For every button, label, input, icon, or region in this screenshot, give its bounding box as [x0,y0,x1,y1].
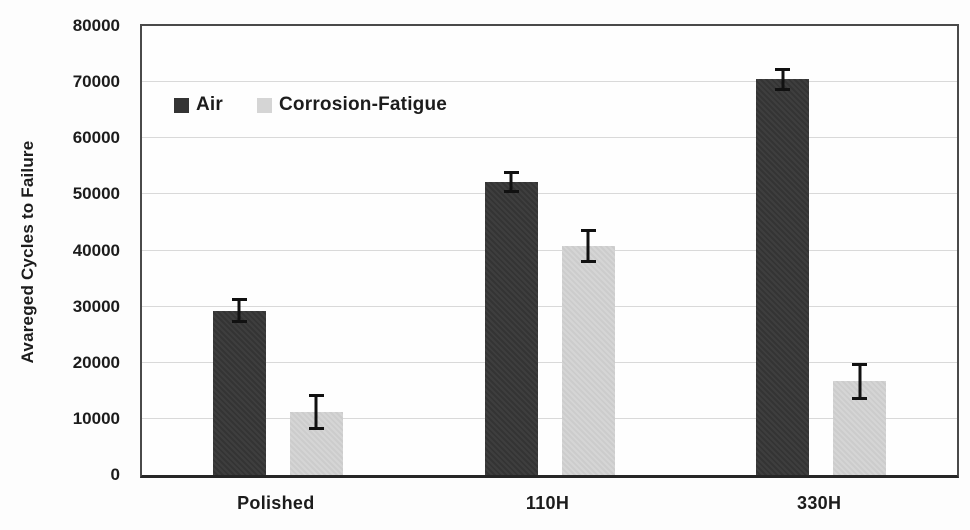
y-tick-40000: 40000 [72,240,120,260]
error-bar-air-110h [503,170,519,194]
legend-swatch-air-icon [174,97,189,113]
gridline-70000 [142,81,957,83]
legend-item-corrosion-fatigue: Corrosion-Fatigue [257,94,447,116]
x-label-330h: 330H [797,493,842,513]
y-tick-80000: 80000 [72,16,120,35]
gridline-20000 [142,361,957,363]
gridline-50000 [142,193,957,195]
bar-air-110h [484,182,538,475]
x-label-110h: 110H [525,493,570,513]
y-tick-0: 0 [110,465,120,484]
legend-item-air: Air [174,94,223,116]
bar-air-polished [212,311,266,475]
gridline-60000 [142,137,957,139]
legend-label-corrosion-fatigue: Corrosion-Fatigue [279,94,448,115]
legend-swatch-corrosion-fatigue-icon [257,97,272,113]
error-bar-corrosion-fatigue-330h [852,362,868,400]
y-tick-60000: 60000 [72,128,120,148]
error-bar-corrosion-fatigue-110h [580,228,596,264]
error-bar-air-polished [231,298,247,323]
y-tick-50000: 50000 [72,184,120,204]
error-bar-air-330h [775,67,791,92]
error-bar-corrosion-fatigue-polished [308,393,324,430]
legend: Air Corrosion-Fatigue [174,94,447,116]
legend-label-air: Air [196,94,223,115]
y-tick-30000: 30000 [72,296,120,316]
plot-area: Air Corrosion-Fatigue [140,24,959,478]
bar-corrosion-fatigue-110h [561,246,615,475]
bar-air-330h [756,79,810,475]
y-tick-70000: 70000 [72,72,120,92]
gridline-10000 [142,417,957,419]
y-tick-10000: 10000 [72,408,120,428]
gridline-30000 [142,305,957,307]
gridline-40000 [142,249,957,251]
x-label-polished: Polished [237,493,315,513]
y-tick-20000: 20000 [72,352,120,372]
